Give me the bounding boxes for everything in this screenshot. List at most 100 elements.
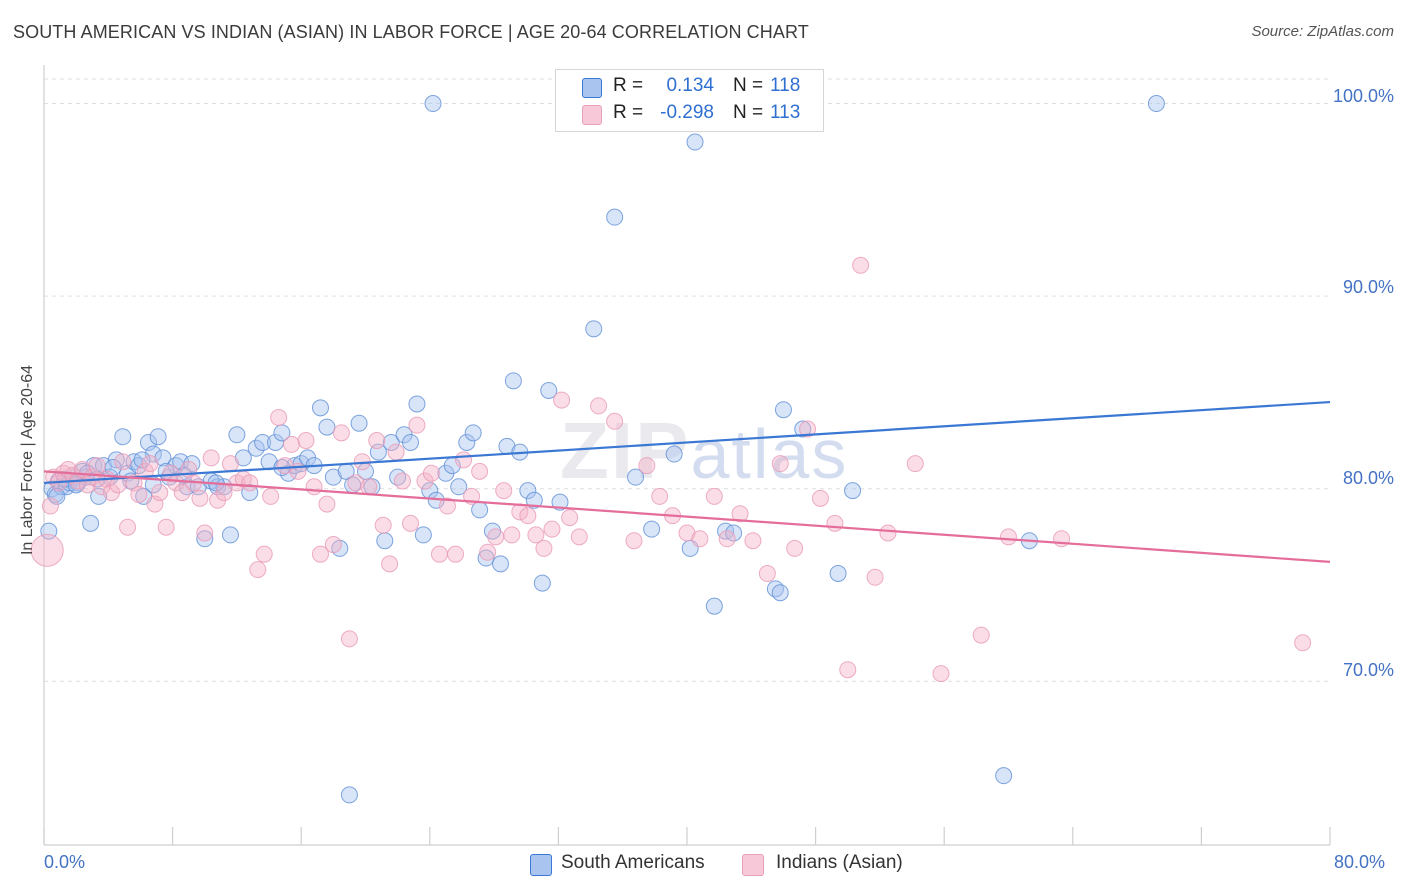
- indian-point: [744, 532, 762, 550]
- indian-point: [157, 518, 175, 536]
- south-american-point: [643, 520, 661, 538]
- south-american-point: [585, 320, 603, 338]
- south-american-point: [450, 478, 468, 496]
- indian-point: [191, 489, 209, 507]
- indian-point: [731, 505, 749, 523]
- n-label: N =: [733, 102, 764, 123]
- south-american-point: [705, 597, 723, 615]
- indian-point: [283, 435, 301, 453]
- indian-point: [173, 484, 191, 502]
- indian-point: [241, 474, 259, 492]
- indian-point: [606, 412, 624, 430]
- south-american-point: [794, 420, 812, 438]
- indian-point: [305, 478, 323, 496]
- south-american-point: [149, 428, 167, 446]
- indian-point: [519, 507, 537, 525]
- r-label: R =: [613, 102, 644, 123]
- south-american-point: [627, 468, 645, 486]
- south-american-point: [350, 414, 368, 432]
- south-american-point: [606, 208, 624, 226]
- legend-swatch-indian: [742, 854, 764, 876]
- indian-point: [360, 478, 378, 496]
- indian-point: [553, 391, 571, 409]
- indian-point: [393, 472, 411, 490]
- indian-point: [202, 449, 220, 467]
- indian-point: [270, 408, 288, 426]
- indian-point: [262, 487, 280, 505]
- indian-point: [852, 256, 870, 274]
- indian-point: [638, 457, 656, 475]
- trend-lines: [43, 400, 1331, 563]
- indian-point: [368, 432, 386, 450]
- indian-point: [543, 520, 561, 538]
- indian-point: [381, 555, 399, 573]
- south-americans-points: [40, 95, 1165, 804]
- indian-point: [422, 464, 440, 482]
- indian-point: [535, 539, 553, 557]
- south-american-point: [725, 524, 743, 542]
- south-american-point: [483, 522, 501, 540]
- south-american-point: [424, 95, 442, 113]
- indian-point: [866, 568, 884, 586]
- indian-point: [758, 564, 776, 582]
- indian-point: [41, 497, 59, 515]
- indian-point: [705, 487, 723, 505]
- indian-point: [691, 530, 709, 548]
- south-american-point: [504, 372, 522, 390]
- indian-point: [932, 665, 950, 683]
- indian-point: [141, 455, 159, 473]
- south-swatch: [582, 78, 602, 98]
- south-american-point: [464, 424, 482, 442]
- south-american-point: [183, 455, 201, 473]
- x-tick-min: 0.0%: [44, 852, 86, 872]
- south-american-point: [82, 514, 100, 532]
- south-american-point: [665, 445, 683, 463]
- y-tick-100: 100.0%: [1332, 86, 1394, 106]
- south-american-point: [254, 433, 272, 451]
- indian-point: [221, 455, 239, 473]
- south-american-point: [311, 399, 329, 417]
- south-american-point: [196, 530, 214, 548]
- south-american-point: [533, 574, 551, 592]
- south-american-point: [402, 433, 420, 451]
- indian-point: [88, 457, 106, 475]
- indian-point: [561, 509, 579, 527]
- indian-point: [151, 484, 169, 502]
- indian-point: [374, 516, 392, 534]
- indian-point: [324, 536, 342, 554]
- south-american-point: [376, 532, 394, 550]
- south-american-point: [540, 381, 558, 399]
- r-value: 0.134: [666, 75, 714, 96]
- indian-point: [503, 526, 521, 544]
- indian-point: [196, 524, 214, 542]
- indian-point: [771, 455, 789, 473]
- indian-point: [119, 518, 137, 536]
- legend-label-indian: Indians (Asian): [776, 852, 903, 873]
- chart-title: SOUTH AMERICAN VS INDIAN (ASIAN) IN LABO…: [13, 22, 809, 42]
- south-american-point: [318, 418, 336, 436]
- south-american-point: [144, 445, 162, 463]
- south-american-point: [477, 549, 495, 567]
- south-american-point: [114, 428, 132, 446]
- south-american-point: [414, 526, 432, 544]
- indian-point: [651, 487, 669, 505]
- n-value: 118: [770, 75, 801, 96]
- indian-point: [249, 561, 267, 579]
- south-american-point: [519, 482, 537, 500]
- watermark-atlas: atlas: [690, 415, 849, 493]
- indian-point: [402, 514, 420, 532]
- south-american-point: [1147, 95, 1165, 113]
- indian-point: [1294, 634, 1312, 652]
- indian-swatch: [582, 105, 602, 125]
- indian-point: [471, 462, 489, 480]
- indian-point: [799, 420, 817, 438]
- indian-point: [297, 432, 315, 450]
- south-american-point: [221, 526, 239, 544]
- south-american-point: [408, 395, 426, 413]
- indian-point: [318, 495, 336, 513]
- r-label: R =: [613, 75, 644, 96]
- indian-point: [906, 455, 924, 473]
- source-label: Source: ZipAtlas.com: [1251, 23, 1394, 40]
- indian-point: [114, 453, 132, 471]
